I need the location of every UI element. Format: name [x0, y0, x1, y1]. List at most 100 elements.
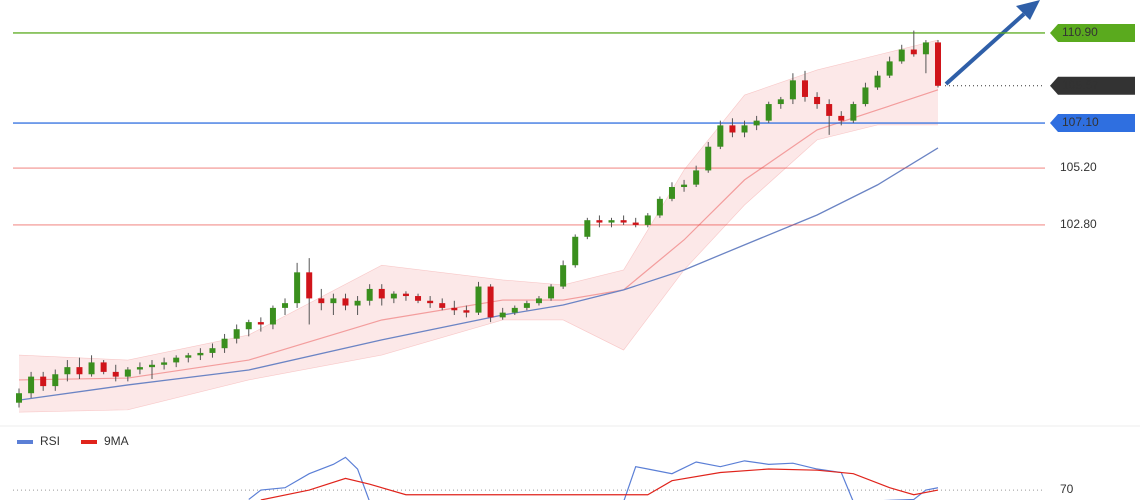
candle-body: [330, 298, 337, 304]
candle-body: [935, 42, 941, 86]
candle-body: [777, 99, 784, 105]
candle-body: [185, 355, 192, 358]
candle-body: [499, 312, 506, 318]
candle-body: [729, 125, 736, 133]
level-label: 105.20: [1060, 160, 1097, 174]
candle-body: [415, 296, 422, 301]
candle-body: [366, 288, 373, 301]
candle-body: [620, 220, 627, 223]
candle-body: [523, 303, 530, 308]
candle-body: [209, 348, 216, 353]
level-label: 108.67: [1062, 78, 1099, 92]
candle-body: [596, 220, 603, 223]
candle-body: [874, 75, 881, 88]
candle-body: [838, 115, 845, 121]
candle-body: [40, 376, 47, 387]
candle-body: [717, 125, 724, 147]
candle-body: [584, 220, 591, 237]
indicator-line: [248, 456, 939, 500]
candle-body: [789, 80, 796, 100]
level-badge: [1050, 23, 1135, 42]
candle-body: [451, 307, 458, 311]
candle-body: [535, 298, 542, 304]
candle-body: [294, 272, 301, 304]
level-badge: [1050, 114, 1135, 133]
y-tick-label: 70: [1060, 482, 1074, 496]
candle-body: [693, 170, 700, 185]
candle-body: [88, 362, 95, 375]
level-label: 110.90: [1062, 25, 1098, 39]
legend-label: 9MA: [104, 434, 129, 448]
candle-body: [475, 286, 482, 313]
candle-body: [64, 367, 71, 375]
candle-body: [427, 300, 434, 304]
candle-body: [668, 187, 675, 199]
candle-body: [608, 220, 615, 223]
candle-body: [741, 125, 748, 133]
candle-body: [318, 298, 325, 304]
candle-body: [801, 80, 808, 97]
candle-body: [16, 393, 22, 403]
candle-body: [862, 87, 869, 105]
candle-body: [632, 222, 639, 225]
rsi-panel: [13, 456, 1045, 500]
legend-swatch: [81, 440, 97, 444]
candle-body: [886, 61, 893, 76]
candle-body: [342, 298, 349, 306]
legend-label: RSI: [40, 434, 60, 448]
candle-body: [656, 198, 663, 216]
candle-body: [681, 184, 688, 188]
candle-body: [306, 272, 313, 299]
candle-body: [910, 49, 917, 55]
candle-body: [705, 146, 712, 171]
price-panel: [13, 30, 1045, 413]
candle-body: [753, 120, 760, 126]
candle-body: [28, 376, 35, 394]
candle-body: [644, 215, 651, 225]
candle-body: [511, 307, 518, 313]
candle-body: [814, 96, 821, 105]
candle-body: [560, 265, 567, 287]
moving-average: [18, 147, 939, 401]
candle-body: [149, 364, 156, 368]
candle-body: [826, 104, 833, 116]
level-label: 102.80: [1060, 217, 1097, 231]
candle-body: [52, 374, 59, 387]
candle-body: [233, 329, 240, 339]
candle-body: [112, 371, 119, 377]
indicator-line: [260, 468, 939, 500]
candle-body: [548, 286, 555, 299]
candle-body: [439, 303, 446, 308]
candle-body: [378, 288, 385, 299]
candle-body: [245, 322, 252, 330]
candle-body: [898, 49, 905, 62]
candle-body: [487, 286, 494, 318]
band-middle: [18, 89, 939, 381]
candle-body: [390, 293, 397, 299]
candle-body: [922, 42, 929, 55]
band-fill: [19, 40, 938, 413]
candle-body: [282, 303, 289, 308]
legend-swatch: [17, 440, 33, 444]
candle-body: [269, 307, 276, 325]
candle-body: [136, 367, 143, 370]
candle-body: [572, 236, 579, 266]
candle-body: [402, 293, 409, 297]
candle-body: [124, 369, 131, 377]
candle-body: [173, 357, 180, 363]
level-label: 107.10: [1062, 115, 1099, 129]
candle-body: [221, 338, 228, 349]
level-badge: [1050, 76, 1135, 95]
candle-body: [850, 104, 857, 121]
candle-body: [765, 104, 772, 121]
labels: 110.90 108.67 107.10 105.20 102.80 70 RSI 9MA: [17, 23, 1135, 496]
band-lower: [18, 124, 938, 413]
candle-body: [197, 352, 204, 356]
band-upper: [18, 39, 939, 361]
candle-body: [161, 362, 168, 365]
candle-body: [463, 310, 470, 313]
candle-body: [76, 367, 83, 375]
forecast-arrow: [944, 0, 1040, 86]
candle-body: [257, 322, 264, 325]
